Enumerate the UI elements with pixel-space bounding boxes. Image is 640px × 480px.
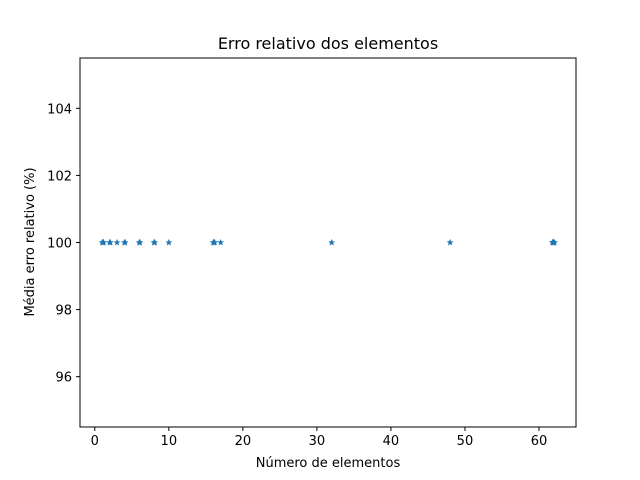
x-tick-label: 0: [91, 434, 99, 449]
y-axis: 96 98 100 102 104: [47, 102, 80, 386]
x-tick-label: 50: [457, 434, 474, 449]
data-points: [98, 238, 558, 246]
x-tick-label: 10: [161, 434, 178, 449]
chart-title: Erro relativo dos elementos: [218, 34, 438, 53]
data-point: [217, 238, 225, 246]
x-tick-label: 30: [309, 434, 326, 449]
y-tick-label: 98: [55, 304, 72, 319]
data-point: [211, 238, 219, 246]
data-point: [165, 238, 173, 246]
x-axis-label: Número de elementos: [256, 456, 401, 471]
y-axis-label: Média erro relativo (%): [23, 167, 38, 316]
data-point: [113, 238, 121, 246]
y-tick-label: 104: [47, 102, 72, 117]
x-axis: 0 10 20 30 40 50 60: [91, 427, 548, 449]
data-point: [328, 238, 336, 246]
y-tick-label: 100: [47, 237, 72, 252]
y-tick-label: 102: [47, 169, 72, 184]
data-point: [136, 238, 144, 246]
x-tick-label: 20: [235, 434, 252, 449]
y-tick-label: 96: [55, 371, 72, 386]
data-point: [551, 238, 558, 246]
data-point: [121, 238, 129, 246]
x-tick-label: 60: [531, 434, 548, 449]
data-point: [100, 238, 108, 246]
data-point: [151, 238, 159, 246]
x-tick-label: 40: [383, 434, 400, 449]
data-point: [446, 238, 454, 246]
data-point: [106, 238, 114, 246]
